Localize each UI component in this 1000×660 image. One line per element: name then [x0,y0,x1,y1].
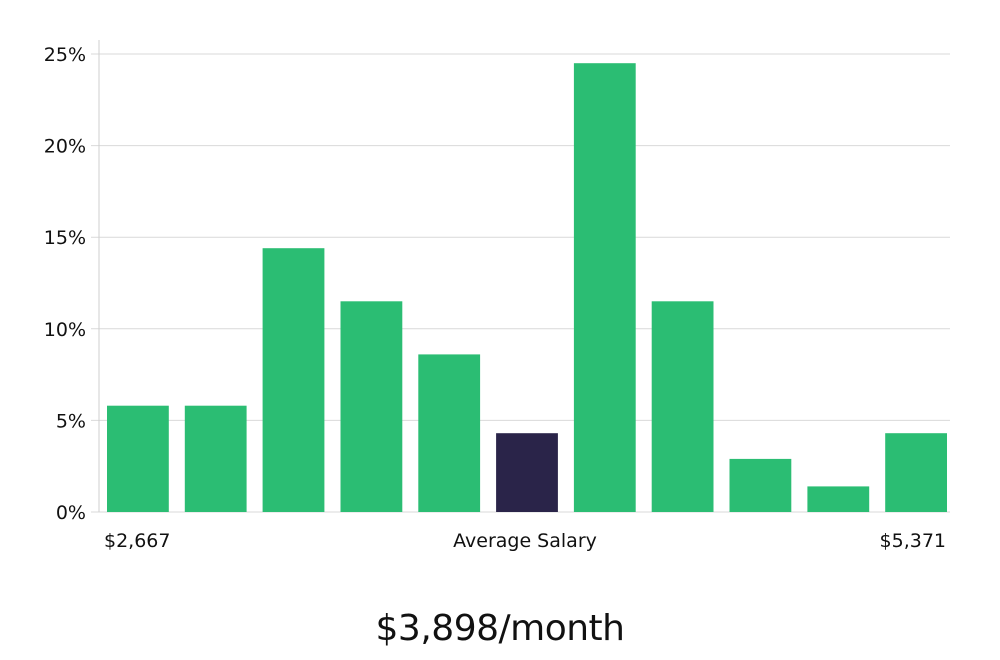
histogram-bar [729,458,792,512]
y-tick-label: 5% [56,410,86,432]
histogram-bar [885,433,947,512]
y-tick-label: 25% [44,44,86,66]
y-axis: 0% 5% 10% 15% 20% 25% [44,40,100,524]
histogram-bar [573,63,636,512]
salary-histogram: 0% 5% 10% 15% 20% 25% $2,667 Average Salary $… [44,40,950,552]
histogram-bar [107,405,169,512]
y-tick-label: 10% [44,319,86,341]
histogram-bar [418,354,481,512]
y-tick-label: 15% [44,227,86,249]
y-tick-label: 0% [56,502,86,524]
x-axis-title: Average Salary [453,530,597,552]
histogram-bar [340,301,403,512]
histogram-bar [807,486,870,512]
histogram-bar [184,405,247,512]
x-min-label: $2,667 [104,530,170,552]
bars-layer [107,63,947,512]
histogram-bar [651,301,714,512]
highlighted-bar [496,433,558,512]
y-tick-label: 20% [44,136,86,158]
x-max-label: $5,371 [880,530,946,552]
average-salary-value: $3,898/month [375,608,625,649]
histogram-bar [262,248,325,512]
